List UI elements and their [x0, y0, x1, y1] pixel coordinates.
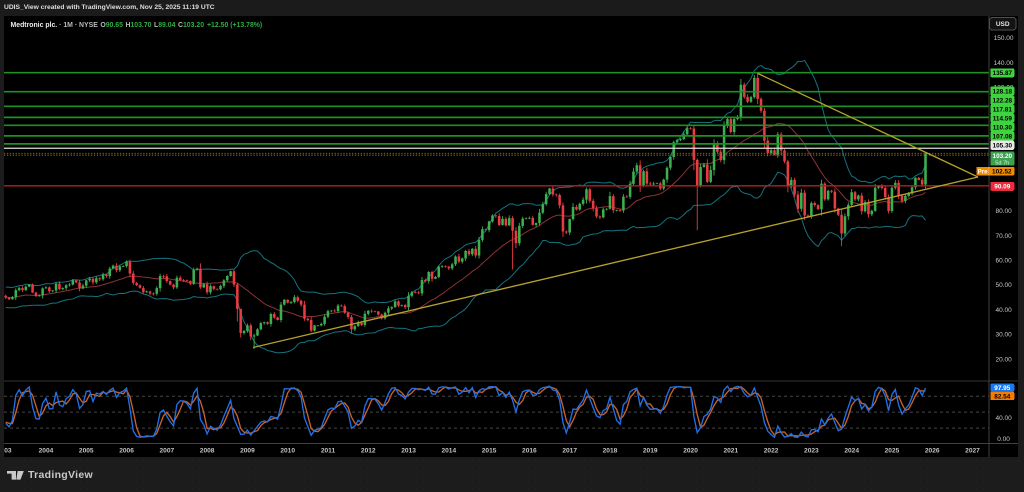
svg-text:USD: USD	[996, 21, 1010, 28]
svg-text:2012: 2012	[361, 448, 376, 455]
svg-text:2024: 2024	[844, 448, 859, 455]
svg-text:135.87: 135.87	[993, 70, 1013, 77]
svg-text:2022: 2022	[764, 448, 779, 455]
svg-text:114.59: 114.59	[993, 115, 1013, 122]
svg-text:20.00: 20.00	[995, 356, 1012, 363]
svg-text:150.00: 150.00	[994, 35, 1014, 42]
svg-text:2017: 2017	[562, 448, 577, 455]
svg-text:2025: 2025	[885, 448, 900, 455]
svg-text:2006: 2006	[119, 448, 134, 455]
svg-text:60.00: 60.00	[995, 257, 1012, 264]
svg-text:70.00: 70.00	[995, 233, 1012, 240]
svg-text:97.95: 97.95	[994, 385, 1010, 392]
svg-text:122.28: 122.28	[993, 97, 1013, 104]
svg-text:2010: 2010	[280, 448, 295, 455]
svg-text:2004: 2004	[39, 448, 54, 455]
svg-text:2014: 2014	[441, 448, 456, 455]
svg-text:2016: 2016	[522, 448, 537, 455]
svg-text:Pre: Pre	[978, 169, 988, 175]
svg-text:105.30: 105.30	[993, 143, 1013, 150]
svg-text:102.52: 102.52	[992, 169, 1012, 176]
svg-text:2026: 2026	[925, 448, 940, 455]
svg-text:40.00: 40.00	[995, 415, 1012, 422]
svg-text:117.81: 117.81	[993, 106, 1013, 113]
svg-text:2013: 2013	[401, 448, 416, 455]
svg-text:107.08: 107.08	[993, 133, 1013, 140]
svg-text:90.09: 90.09	[994, 184, 1010, 191]
svg-text:2020: 2020	[683, 448, 698, 455]
svg-text:5d 7h: 5d 7h	[995, 160, 1009, 166]
svg-text:2008: 2008	[200, 448, 215, 455]
svg-text:80.00: 80.00	[995, 208, 1012, 215]
svg-text:110.30: 110.30	[993, 124, 1013, 131]
svg-text:2021: 2021	[723, 448, 738, 455]
svg-text:2005: 2005	[79, 448, 94, 455]
svg-text:2023: 2023	[804, 448, 819, 455]
svg-text:140.00: 140.00	[994, 60, 1014, 67]
svg-text:50.00: 50.00	[995, 282, 1012, 289]
svg-text:128.18: 128.18	[993, 88, 1013, 95]
svg-text:82.54: 82.54	[994, 393, 1010, 400]
svg-text:2027: 2027	[965, 448, 980, 455]
svg-text:2003: 2003	[4, 448, 12, 455]
svg-text:2007: 2007	[160, 448, 175, 455]
svg-text:30.00: 30.00	[995, 332, 1012, 339]
svg-text:2015: 2015	[482, 448, 497, 455]
svg-text:103.20: 103.20	[993, 153, 1013, 160]
svg-text:2009: 2009	[240, 448, 255, 455]
svg-text:2011: 2011	[321, 448, 336, 455]
svg-text:40.00: 40.00	[995, 307, 1012, 314]
svg-text:0.00: 0.00	[997, 436, 1010, 443]
svg-text:2019: 2019	[643, 448, 658, 455]
svg-text:2018: 2018	[603, 448, 618, 455]
